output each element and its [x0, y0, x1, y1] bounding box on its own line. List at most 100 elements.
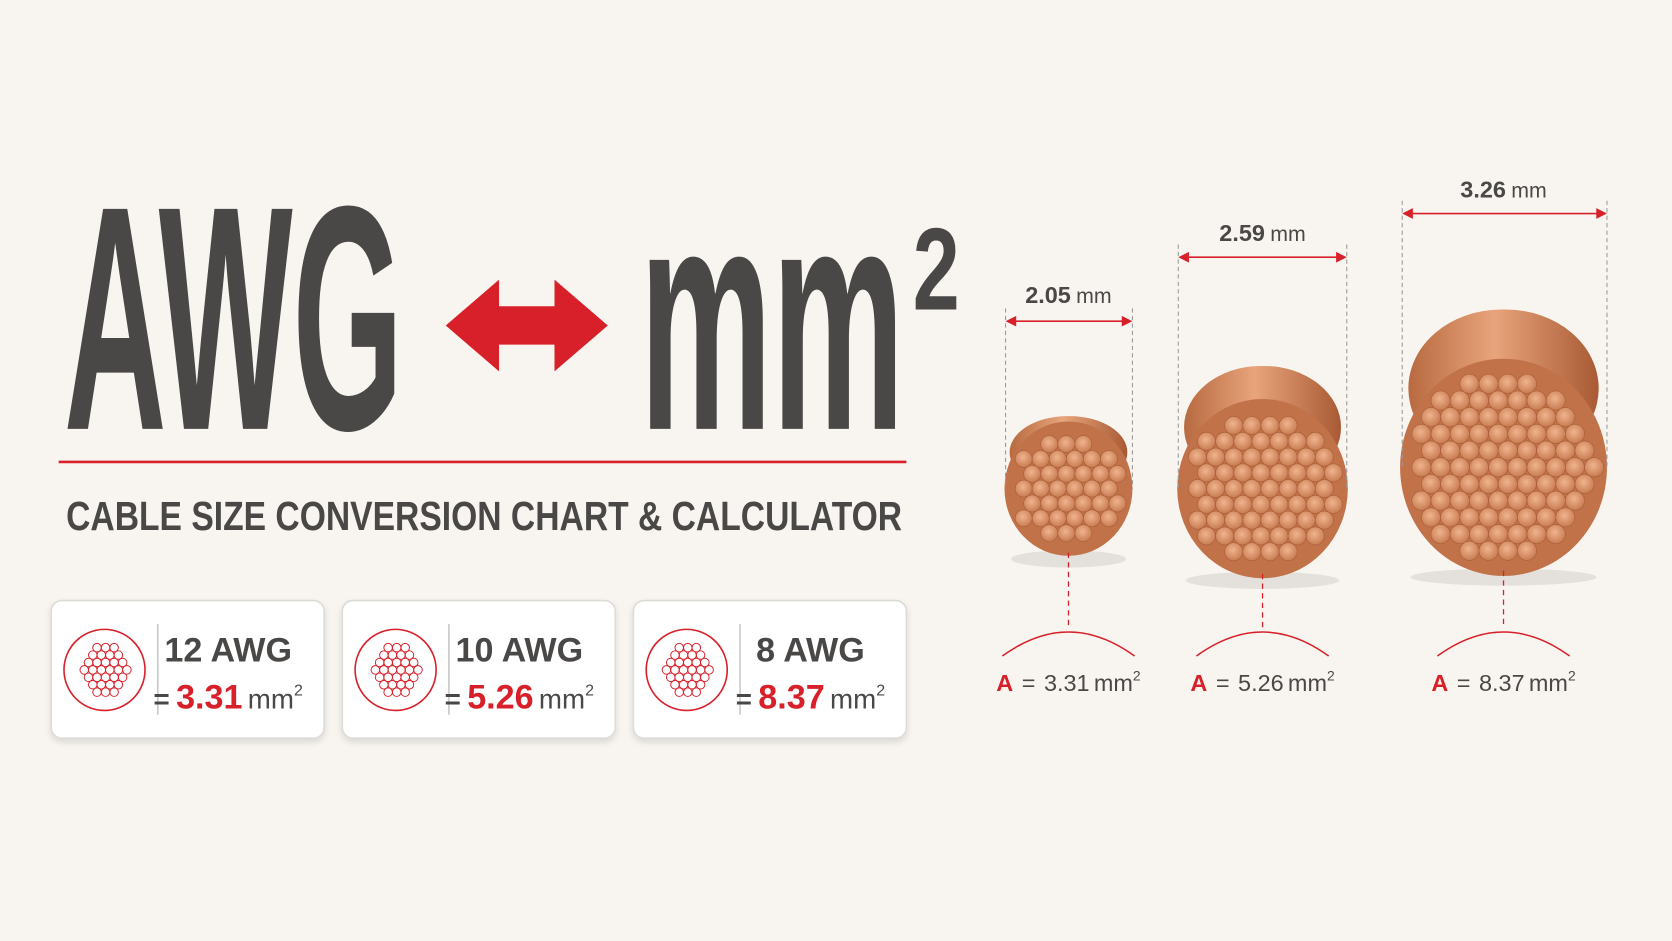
strand — [1100, 450, 1118, 468]
area-value: 5.26 — [1238, 670, 1284, 696]
strand — [1488, 423, 1509, 444]
strand — [1440, 507, 1461, 528]
equals: = — [1216, 670, 1230, 696]
strand — [1421, 407, 1441, 428]
area-value: 8.37 — [1479, 670, 1525, 696]
strand — [1536, 407, 1557, 428]
strand — [1188, 479, 1207, 499]
strand — [1251, 431, 1271, 451]
strand — [1224, 510, 1244, 530]
strand — [1488, 390, 1509, 411]
strand — [413, 665, 423, 675]
strand — [1411, 457, 1432, 478]
strand — [1584, 457, 1605, 478]
wire-shadow — [1185, 571, 1340, 589]
diameter-value: 2.05 — [1025, 282, 1071, 308]
strand — [1224, 416, 1244, 435]
strand — [1260, 542, 1280, 562]
card-icon — [63, 628, 146, 712]
strand — [1421, 440, 1441, 461]
strand — [691, 642, 702, 653]
card-area: = 8.37 mm2 — [736, 678, 885, 716]
area-arc — [1195, 631, 1330, 657]
card-box — [632, 599, 908, 739]
strand — [1206, 510, 1225, 530]
title-exponent: 2 — [913, 203, 960, 334]
area-arc — [1436, 631, 1571, 657]
strand — [408, 672, 419, 683]
strand — [1478, 540, 1499, 561]
strand — [408, 657, 419, 668]
equals: = — [445, 683, 461, 714]
card-gauge: 10 AWG — [455, 631, 583, 669]
strand — [1287, 495, 1307, 514]
strand — [1449, 490, 1470, 511]
strand — [1555, 407, 1576, 428]
unit: mm — [539, 683, 585, 714]
strand — [1536, 440, 1557, 461]
card-box — [50, 599, 325, 739]
strand — [1430, 524, 1451, 545]
diameter-label: 2.05 mm — [1025, 282, 1111, 308]
strand — [1278, 479, 1298, 499]
strand — [1526, 524, 1547, 545]
wire-shadow — [1010, 550, 1127, 568]
strand — [109, 687, 119, 697]
strand — [1269, 463, 1289, 483]
strand — [1545, 423, 1566, 444]
strand — [1242, 542, 1262, 562]
wire: 2.59 mmA = 5.26 mm2 — [1177, 220, 1348, 696]
area-symbol: A — [1190, 670, 1207, 696]
strand — [1497, 440, 1518, 461]
strand — [700, 672, 710, 683]
strand — [1449, 423, 1470, 444]
strand — [1430, 457, 1451, 478]
strand — [117, 672, 128, 683]
equals: = — [154, 683, 170, 714]
strand — [1430, 423, 1451, 444]
strand — [1066, 479, 1084, 498]
strand — [1497, 507, 1518, 528]
strand — [1555, 507, 1576, 528]
strand — [1188, 510, 1207, 530]
card: 10 AWG = 5.26 mm2 — [341, 599, 617, 739]
strand — [1545, 490, 1566, 511]
strand — [1536, 474, 1557, 494]
diameter-unit: mm — [1076, 284, 1112, 308]
strand — [1507, 423, 1528, 444]
card-gauge: 12 AWG — [164, 631, 292, 669]
strand — [1031, 450, 1050, 468]
equals: = — [1457, 670, 1471, 696]
strand — [1469, 457, 1489, 478]
card-area: = 5.26 mm2 — [445, 678, 594, 716]
area-label: A = 8.37 mm2 — [1431, 668, 1576, 697]
strand — [1287, 463, 1307, 483]
strand — [400, 642, 410, 653]
strand — [1421, 474, 1441, 494]
exponent: 2 — [1133, 668, 1141, 684]
strand — [1459, 373, 1480, 394]
exponent: 2 — [876, 682, 885, 699]
strand — [1287, 526, 1307, 546]
strand — [1251, 495, 1271, 514]
equals: = — [1022, 670, 1036, 696]
strand — [1488, 490, 1509, 511]
strand — [1040, 494, 1059, 513]
strand — [1278, 510, 1298, 530]
strand — [1048, 509, 1067, 528]
strand — [1478, 507, 1499, 528]
strand — [1091, 494, 1110, 513]
card-icon — [645, 628, 729, 712]
strand — [1260, 447, 1280, 467]
strand — [1421, 507, 1441, 528]
exponent: 2 — [1327, 668, 1335, 684]
strand — [1497, 540, 1518, 561]
strand — [1233, 463, 1253, 483]
strand — [1478, 440, 1499, 461]
strand — [1278, 542, 1298, 562]
strand — [1083, 479, 1101, 498]
strand — [1545, 390, 1566, 411]
strand — [1057, 524, 1076, 543]
strand — [1014, 509, 1033, 528]
strand — [1469, 524, 1489, 545]
